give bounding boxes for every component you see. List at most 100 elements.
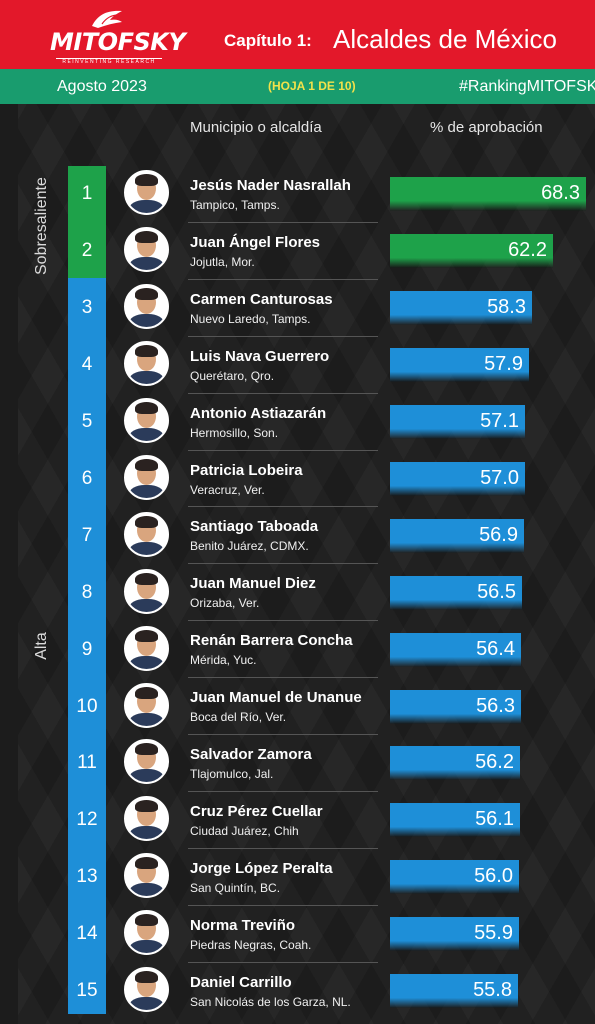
page-title: Alcaldes de México [333,24,557,54]
column-header-aprobacion: % de aprobación [430,119,543,136]
mayor-name: Juan Ángel Flores [190,233,321,251]
avatar [124,625,169,671]
row-divider [188,221,378,223]
row-divider [188,790,378,792]
rank-number: 10 [76,695,98,717]
approval-value-label: 55.9 [474,922,513,945]
mayor-name: Jorge López Peralta [190,859,333,877]
approval-bar [390,632,521,667]
mayor-name: Antonio Astiazarán [190,404,327,422]
mayor-name: Carmen Canturosas [190,290,333,308]
approval-bar [390,746,520,781]
mayor-city: Tampico, Tamps. [190,198,280,212]
avatar-body-shape [129,769,164,783]
chapter-label: Capítulo 1: [224,31,312,50]
mayor-name: Norma Treviño [190,916,296,934]
mayor-city: Hermosillo, Son. [190,425,279,440]
avatar-body-shape [129,257,164,271]
approval-bar [390,177,586,212]
avatar [124,341,169,387]
column-header-municipio: Municipio o alcaldía [190,119,322,136]
avatar-body-shape [129,655,164,669]
row-divider [188,734,378,735]
mayor-name: Santiago Taboada [190,518,319,536]
approval-bar [390,803,520,838]
avatar-hair-shape [135,515,158,528]
rank-number: 3 [81,297,93,319]
approval-bar [390,291,532,326]
avatar [124,227,169,273]
approval-value-label: 62.2 [508,239,547,262]
rank-number: 1 [81,183,93,205]
avatar-body-shape [129,940,164,954]
bird-logo-icon [92,10,122,29]
avatar-hair-shape [135,686,158,699]
rank-number: 4 [81,354,93,376]
avatar [124,682,169,728]
mayor-city: Veracruz, Ver. [190,482,265,497]
avatar [124,170,169,216]
approval-value-label: 58.3 [487,296,526,319]
rank-number: 2 [81,240,93,262]
avatar [124,454,169,500]
mayor-name: Luis Nava Guerrero [190,347,330,365]
mayor-name: Salvador Zamora [190,746,312,763]
row-divider [188,563,378,565]
approval-bar [390,348,529,383]
rank-number: 6 [81,467,93,489]
mayor-city: San Quintín, BC. [190,880,281,895]
avatar-hair-shape [135,971,158,984]
avatar-body-shape [129,883,164,897]
avatar-hair-shape [135,857,158,870]
approval-bar [390,860,519,895]
hashtag-label: #RankingMITOFSKY [459,78,595,95]
avatar [124,568,169,614]
avatar [124,511,169,557]
brand-tagline: REINVENTING RESEARCH [56,58,162,65]
mayor-name: Juan Manuel Diez [190,575,316,593]
avatar [124,910,169,956]
approval-value-label: 55.8 [473,979,512,1002]
avatar-hair-shape [135,458,158,471]
approval-value-label: 56.3 [476,694,515,717]
approval-value-label: 56.4 [476,637,515,660]
avatar-hair-shape [135,743,158,756]
avatar-body-shape [129,541,164,555]
row-divider [188,278,378,280]
avatar-hair-shape [135,231,158,244]
avatar [124,967,169,1013]
avatar-body-shape [129,314,164,328]
approval-bar [390,461,525,496]
avatar-body-shape [129,997,164,1011]
row-divider [188,904,378,906]
approval-value-label: 56.0 [474,865,513,888]
avatar-body-shape [129,712,164,726]
mayor-city: Ciudad Juárez, Chih [190,823,299,838]
mayor-city: San Nicolás de los Garza, NL. [190,994,351,1009]
avatar-hair-shape [135,629,158,642]
approval-value-label: 57.9 [484,353,523,376]
row-divider [188,677,378,679]
rank-number: 11 [77,752,97,774]
avatar-body-shape [129,826,164,840]
avatar-body-shape [129,200,164,214]
row-divider [188,506,378,508]
alta-band [68,278,106,1014]
mayor-name: Juan Manuel de Unanue [190,689,362,707]
date-label: Agosto 2023 [57,78,147,95]
approval-bar [390,917,519,952]
mayor-name: Cruz Pérez Cuellar [190,802,323,820]
rank-number: 12 [76,809,98,831]
approval-value-label: 57.0 [480,466,519,489]
avatar [124,284,169,330]
avatar-hair-shape [135,288,158,301]
avatar-body-shape [129,598,164,612]
mayor-city: Tlajomulco, Jal. [190,767,274,781]
header-top-bar [0,0,595,69]
mayor-name: Patricia Lobeira [190,461,303,479]
mayor-city: Nuevo Laredo, Tamps. [190,311,311,326]
rank-number: 15 [76,980,98,1002]
approval-bar [390,689,521,724]
rank-number: 14 [76,923,98,945]
approval-value-label: 56.1 [475,808,514,831]
